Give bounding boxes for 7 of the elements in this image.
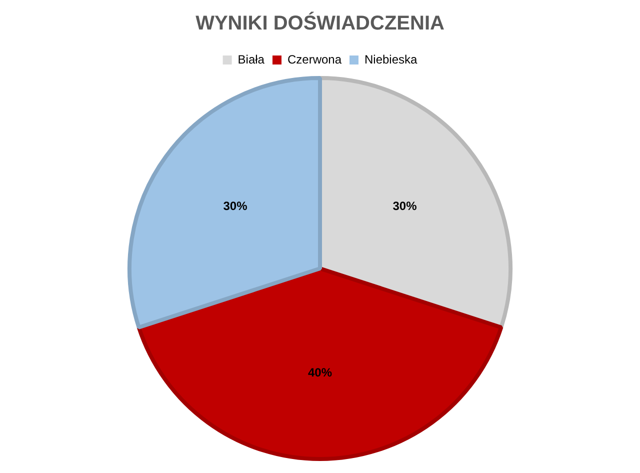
data-label: 40%	[308, 366, 332, 380]
data-label: 30%	[392, 199, 418, 214]
legend-label: Niebieska	[364, 52, 418, 66]
chart-title: WYNIKI DOŚWIADCZENIA	[196, 12, 444, 35]
legend-label: Biała	[238, 52, 265, 66]
data-label: 30%	[223, 199, 248, 214]
legend-label: Czerwona	[287, 52, 342, 66]
